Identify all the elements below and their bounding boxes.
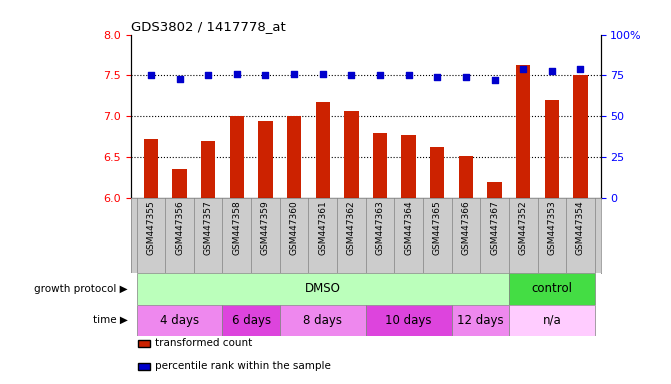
- Point: [289, 71, 299, 77]
- Bar: [344, 111, 358, 384]
- Text: percentile rank within the sample: percentile rank within the sample: [155, 361, 331, 371]
- Text: GSM447366: GSM447366: [462, 200, 470, 255]
- Point: [146, 73, 156, 79]
- Text: GSM447360: GSM447360: [290, 200, 299, 255]
- Point: [260, 73, 271, 79]
- Bar: [287, 116, 301, 384]
- Bar: [373, 133, 387, 384]
- Bar: [401, 135, 416, 384]
- Bar: [137, 273, 509, 305]
- Point: [432, 74, 443, 80]
- Text: 10 days: 10 days: [385, 314, 432, 327]
- Text: GSM447352: GSM447352: [519, 200, 527, 255]
- Text: GSM447358: GSM447358: [232, 200, 242, 255]
- Bar: [137, 305, 223, 336]
- Bar: [144, 139, 158, 384]
- Point: [231, 71, 242, 77]
- Point: [518, 66, 529, 72]
- Text: GDS3802 / 1417778_at: GDS3802 / 1417778_at: [131, 20, 286, 33]
- Bar: [573, 76, 588, 384]
- Point: [374, 73, 385, 79]
- Point: [346, 73, 357, 79]
- Text: n/a: n/a: [542, 314, 561, 327]
- Text: 12 days: 12 days: [457, 314, 503, 327]
- Bar: [430, 147, 444, 384]
- Bar: [172, 169, 187, 384]
- Text: 6 days: 6 days: [231, 314, 270, 327]
- Text: GSM447364: GSM447364: [404, 200, 413, 255]
- Text: GSM447367: GSM447367: [490, 200, 499, 255]
- Bar: [366, 305, 452, 336]
- Text: control: control: [531, 282, 572, 295]
- Bar: [545, 100, 559, 384]
- Point: [460, 74, 471, 80]
- Text: GSM447355: GSM447355: [146, 200, 156, 255]
- Bar: [201, 141, 215, 384]
- Text: GSM447357: GSM447357: [204, 200, 213, 255]
- Bar: [452, 305, 509, 336]
- Point: [403, 73, 414, 79]
- Bar: [459, 156, 473, 384]
- Text: GSM447363: GSM447363: [376, 200, 384, 255]
- Text: GSM447354: GSM447354: [576, 200, 585, 255]
- Bar: [487, 182, 502, 384]
- Text: GSM447365: GSM447365: [433, 200, 442, 255]
- Bar: [516, 65, 530, 384]
- Text: DMSO: DMSO: [305, 282, 341, 295]
- Bar: [223, 305, 280, 336]
- Point: [317, 71, 328, 77]
- Text: growth protocol ▶: growth protocol ▶: [34, 284, 127, 294]
- Point: [489, 77, 500, 83]
- Point: [174, 76, 185, 82]
- Point: [203, 73, 213, 79]
- Bar: [229, 116, 244, 384]
- Text: 4 days: 4 days: [160, 314, 199, 327]
- Text: 8 days: 8 days: [303, 314, 342, 327]
- Text: time ▶: time ▶: [93, 315, 127, 325]
- Point: [575, 66, 586, 72]
- Bar: [280, 305, 366, 336]
- Text: GSM447362: GSM447362: [347, 200, 356, 255]
- Text: GSM447359: GSM447359: [261, 200, 270, 255]
- Text: GSM447353: GSM447353: [548, 200, 556, 255]
- Bar: [509, 305, 595, 336]
- Bar: [315, 103, 330, 384]
- Bar: [509, 273, 595, 305]
- Text: transformed count: transformed count: [155, 338, 252, 348]
- Text: GSM447361: GSM447361: [318, 200, 327, 255]
- Text: GSM447356: GSM447356: [175, 200, 184, 255]
- Point: [546, 68, 557, 74]
- Bar: [258, 121, 272, 384]
